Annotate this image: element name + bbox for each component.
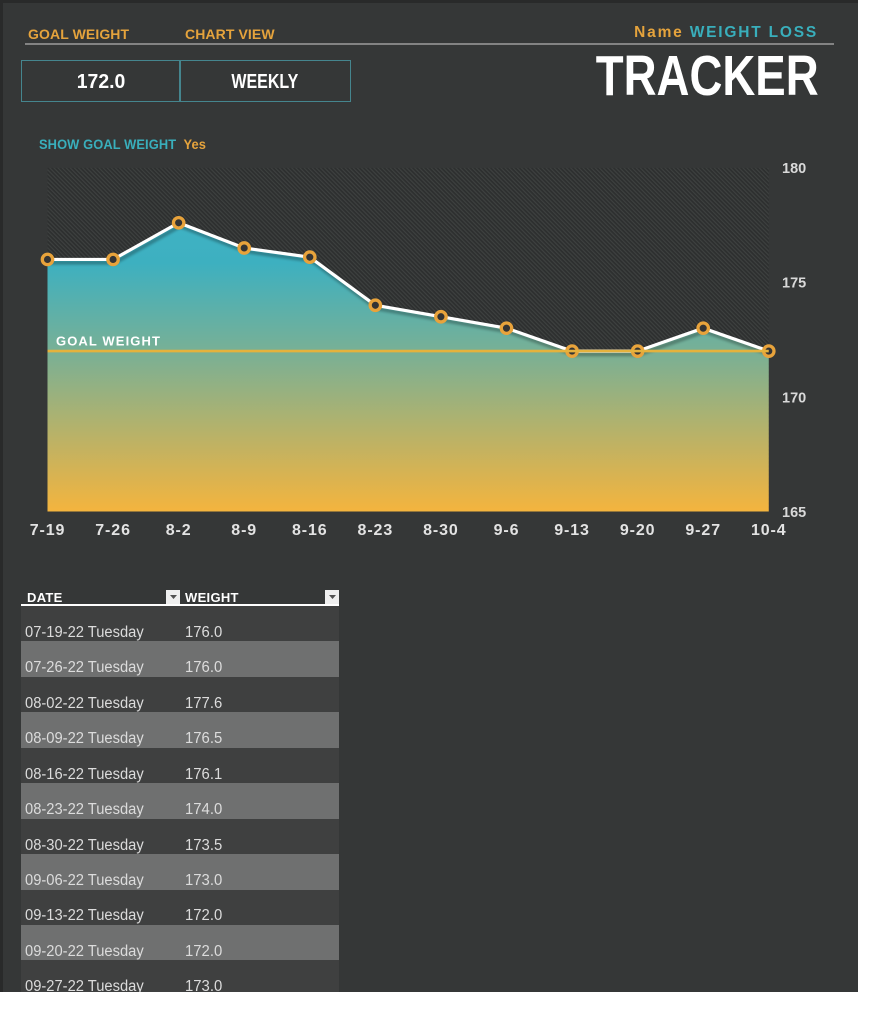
svg-text:8-2: 8-2 [166,522,192,539]
svg-text:7-26: 7-26 [95,522,131,539]
svg-text:9-20: 9-20 [620,522,656,539]
svg-text:9-27: 9-27 [685,522,721,539]
svg-text:10-4: 10-4 [751,522,787,539]
svg-text:170: 170 [782,390,806,406]
svg-text:8-9: 8-9 [231,522,257,539]
svg-text:9-6: 9-6 [494,522,520,539]
svg-text:175: 175 [782,276,806,292]
svg-text:8-16: 8-16 [292,522,328,539]
svg-text:180: 180 [782,161,806,177]
svg-text:7-19: 7-19 [30,522,66,539]
svg-text:GOAL WEIGHT: GOAL WEIGHT [56,334,161,349]
svg-text:8-30: 8-30 [423,522,459,539]
svg-text:165: 165 [782,505,806,521]
svg-text:8-23: 8-23 [358,522,394,539]
svg-text:9-13: 9-13 [554,522,590,539]
